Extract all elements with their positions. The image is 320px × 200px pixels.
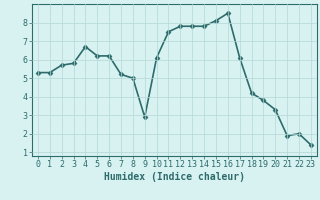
X-axis label: Humidex (Indice chaleur): Humidex (Indice chaleur) <box>104 172 245 182</box>
